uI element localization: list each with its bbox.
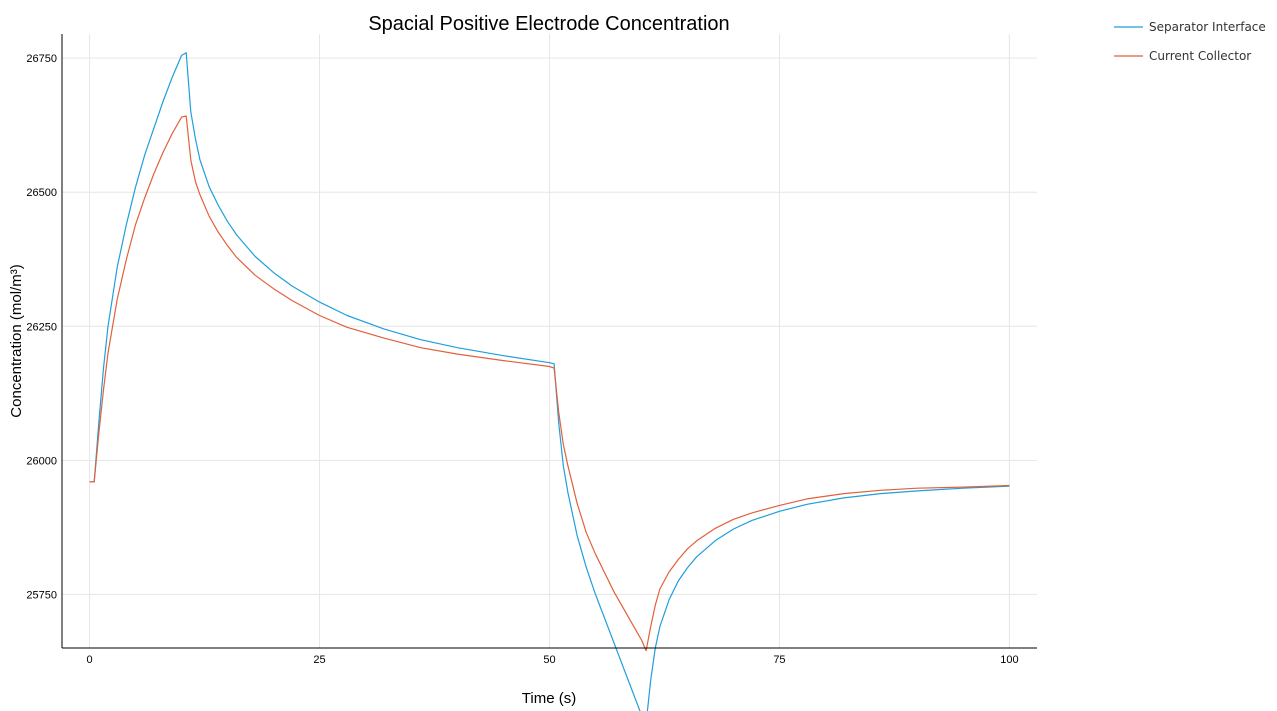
y-tick-label: 26250 (26, 321, 57, 333)
x-axis-label: Time (s) (522, 690, 576, 707)
y-tick-label: 26500 (26, 187, 57, 199)
x-tick-label: 0 (87, 654, 93, 666)
legend-label: Separator Interface (1149, 20, 1266, 34)
y-axis-label: Concentration (mol/m³) (8, 264, 25, 417)
y-tick-label: 26000 (26, 455, 57, 467)
series-group (89, 52, 1010, 711)
x-tick-label: 25 (313, 654, 325, 666)
y-tick-label: 25750 (26, 589, 57, 601)
chart-title: Spacial Positive Electrode Concentration (368, 13, 729, 35)
x-tick-label: 75 (773, 654, 785, 666)
tick-labels: 0 25 50 75 100 25750 26000 26250 26500 26750 (26, 53, 1018, 666)
x-tick-label: 100 (1000, 654, 1018, 666)
series-line-separator-interface (89, 52, 1010, 711)
x-tick-label: 50 (543, 654, 555, 666)
grid (62, 34, 1037, 648)
y-tick-label: 26750 (26, 53, 57, 65)
legend-label: Current Collector (1149, 49, 1251, 63)
axes (61, 34, 1037, 649)
series-line-current-collector (89, 115, 1010, 652)
legend: Separator Interface Current Collector (1114, 20, 1266, 63)
